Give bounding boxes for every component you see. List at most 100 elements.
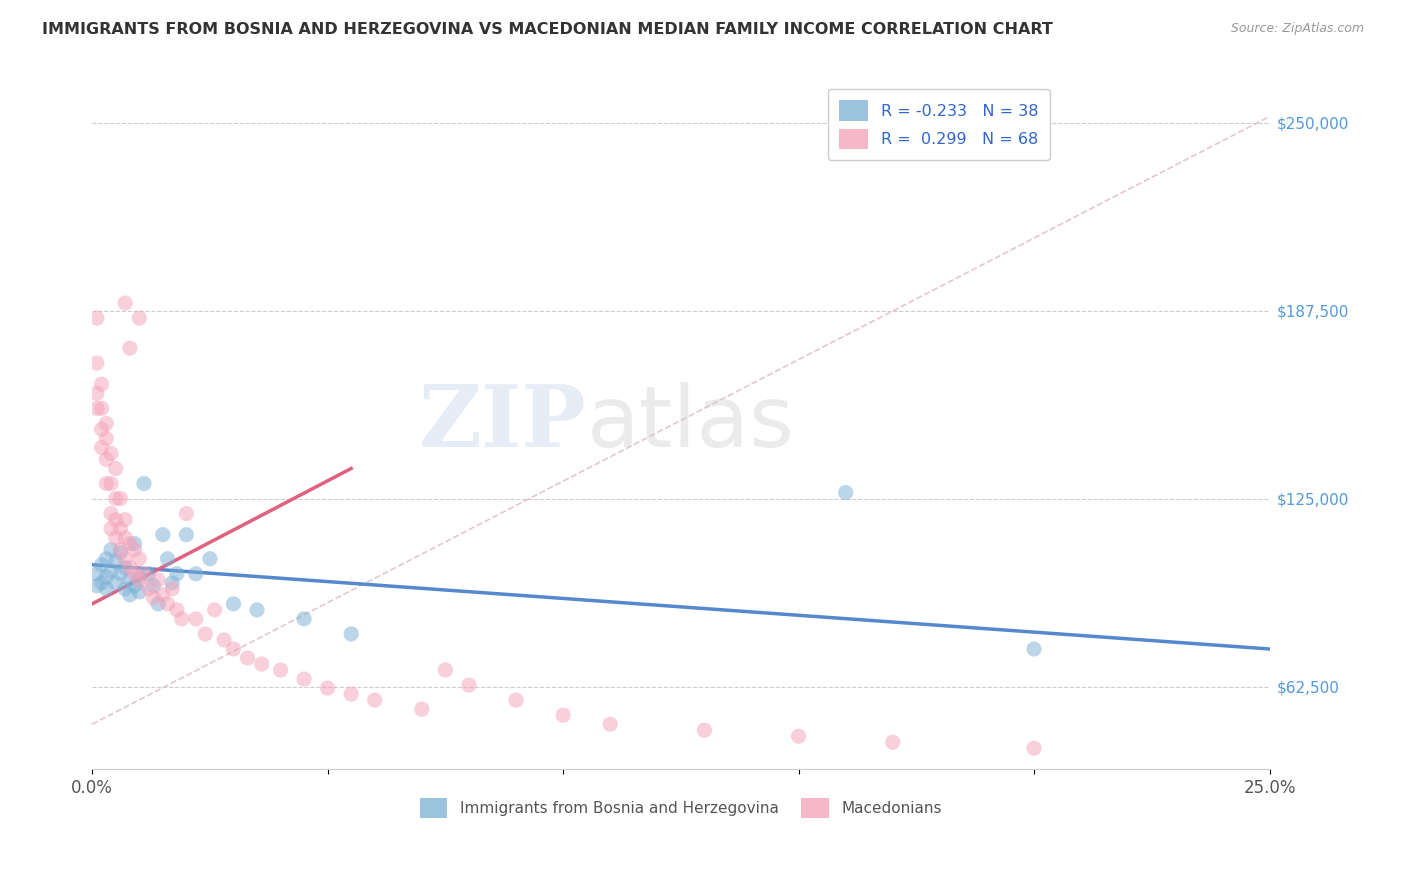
Point	[184, 612, 207, 626]
Point	[128, 570, 150, 584]
Point	[162, 575, 184, 590]
Point	[152, 527, 174, 541]
Point	[128, 551, 150, 566]
Point	[411, 702, 433, 716]
Point	[96, 431, 118, 445]
Point	[86, 356, 108, 370]
Point	[96, 570, 118, 584]
Point	[90, 377, 112, 392]
Point	[96, 551, 118, 566]
Point	[114, 296, 136, 310]
Point	[100, 446, 122, 460]
Point	[118, 537, 141, 551]
Text: atlas: atlas	[586, 382, 794, 465]
Point	[882, 735, 904, 749]
Point	[86, 579, 108, 593]
Point	[104, 575, 127, 590]
Point	[236, 651, 259, 665]
Point	[100, 522, 122, 536]
Point	[292, 612, 315, 626]
Point	[90, 575, 112, 590]
Point	[86, 386, 108, 401]
Point	[170, 612, 193, 626]
Point	[124, 566, 146, 581]
Point	[246, 603, 269, 617]
Point	[176, 507, 198, 521]
Point	[110, 491, 132, 506]
Point	[270, 663, 292, 677]
Point	[100, 542, 122, 557]
Point	[146, 597, 169, 611]
Point	[114, 531, 136, 545]
Point	[90, 441, 112, 455]
Point	[104, 555, 127, 569]
Point	[128, 573, 150, 587]
Point	[152, 588, 174, 602]
Point	[86, 401, 108, 416]
Point	[100, 564, 122, 578]
Point	[166, 603, 188, 617]
Legend: Immigrants from Bosnia and Herzegovina, Macedonians: Immigrants from Bosnia and Herzegovina, …	[413, 792, 948, 824]
Point	[340, 687, 363, 701]
Point	[104, 531, 127, 545]
Point	[124, 542, 146, 557]
Point	[96, 452, 118, 467]
Point	[114, 551, 136, 566]
Point	[1022, 642, 1045, 657]
Point	[250, 657, 273, 671]
Point	[364, 693, 387, 707]
Point	[505, 693, 527, 707]
Point	[142, 579, 165, 593]
Point	[184, 566, 207, 581]
Text: Source: ZipAtlas.com: Source: ZipAtlas.com	[1230, 22, 1364, 36]
Text: IMMIGRANTS FROM BOSNIA AND HERZEGOVINA VS MACEDONIAN MEDIAN FAMILY INCOME CORREL: IMMIGRANTS FROM BOSNIA AND HERZEGOVINA V…	[42, 22, 1053, 37]
Point	[100, 476, 122, 491]
Point	[162, 582, 184, 596]
Point	[90, 558, 112, 572]
Point	[142, 591, 165, 605]
Point	[100, 507, 122, 521]
Point	[166, 566, 188, 581]
Point	[434, 663, 457, 677]
Point	[110, 546, 132, 560]
Point	[86, 566, 108, 581]
Point	[553, 708, 575, 723]
Point	[114, 582, 136, 596]
Point	[138, 582, 160, 596]
Point	[110, 566, 132, 581]
Point	[118, 588, 141, 602]
Point	[104, 491, 127, 506]
Point	[110, 522, 132, 536]
Point	[212, 632, 235, 647]
Point	[198, 551, 221, 566]
Point	[787, 729, 810, 743]
Point	[104, 461, 127, 475]
Point	[340, 627, 363, 641]
Point	[599, 717, 621, 731]
Point	[146, 573, 169, 587]
Point	[104, 513, 127, 527]
Point	[90, 422, 112, 436]
Point	[156, 597, 179, 611]
Point	[128, 584, 150, 599]
Point	[156, 551, 179, 566]
Point	[132, 566, 155, 581]
Point	[222, 642, 245, 657]
Point	[96, 417, 118, 431]
Point	[292, 672, 315, 686]
Point	[176, 527, 198, 541]
Point	[96, 476, 118, 491]
Text: ZIP: ZIP	[419, 382, 586, 466]
Point	[316, 681, 339, 695]
Point	[110, 542, 132, 557]
Point	[222, 597, 245, 611]
Point	[194, 627, 217, 641]
Point	[458, 678, 481, 692]
Point	[124, 537, 146, 551]
Point	[96, 582, 118, 596]
Point	[204, 603, 226, 617]
Point	[1022, 741, 1045, 756]
Point	[124, 579, 146, 593]
Point	[132, 476, 155, 491]
Point	[128, 311, 150, 326]
